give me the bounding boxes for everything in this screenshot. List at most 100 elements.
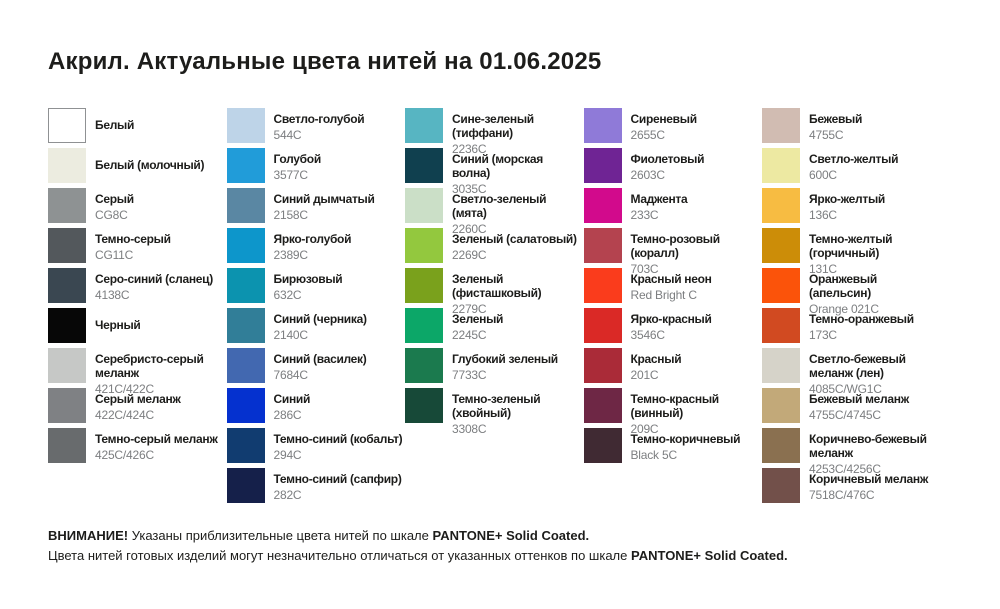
color-swatch <box>583 348 622 383</box>
color-item: Красный 201C <box>583 348 763 388</box>
color-swatch <box>583 388 622 423</box>
pantone-code: 286C <box>273 408 302 422</box>
color-name: Бирюзовый <box>273 272 343 286</box>
color-swatch <box>48 188 86 223</box>
color-item-text: Оранжевый (апельсин) Orange 021C <box>809 268 941 316</box>
color-swatch <box>48 308 86 343</box>
color-item-text: Синий 286C <box>274 388 311 422</box>
color-item: Зеленый 2245C <box>405 308 584 348</box>
pantone-code: 3577C <box>273 168 309 182</box>
color-name: Синий (морская волна) <box>452 152 543 180</box>
color-name: Красный <box>630 352 682 366</box>
color-item-text: Бирюзовый 632C <box>274 268 343 302</box>
color-name: Зеленый <box>452 312 504 326</box>
color-item: Бежевый меланж 4755C/4745C <box>762 388 941 428</box>
pantone-code: 703C <box>630 262 659 276</box>
color-item: Сиреневый 2655C <box>583 108 763 148</box>
color-item: Фиолетовый 2603C <box>583 148 763 188</box>
color-item-text: Красный 201C <box>631 348 682 382</box>
pantone-code: 4755C <box>809 128 844 142</box>
color-item: Ярко-красный 3546C <box>583 308 763 348</box>
color-name: Ярко-голубой <box>273 232 352 246</box>
color-swatch <box>762 388 800 423</box>
color-name: Светло-желтый <box>809 152 899 166</box>
color-item-text: Серо-синий (сланец) 4138C <box>95 268 213 302</box>
pantone-code: 2158C <box>273 208 309 222</box>
color-item: Серый CG8C <box>48 188 227 228</box>
color-swatch <box>226 188 265 223</box>
color-item-text: Темно-желтый (горчичный) 131C <box>809 228 941 276</box>
color-item-text: Синий (морская волна) 3035C <box>452 148 584 196</box>
footer-text-segment: Указаны приблизительные цвета нитей по ш… <box>128 528 433 543</box>
color-item-text: Ярко-желтый 136C <box>809 188 885 222</box>
color-item: Синий 286C <box>226 388 406 428</box>
color-item: Светло-бежевый меланж (лен) 4085C/WG1C <box>762 348 941 396</box>
color-item-text: Зеленый (фисташковый) 2279C <box>452 268 584 316</box>
color-item-text: Светло-желтый 600C <box>809 148 898 182</box>
color-item: Маджента 233C <box>583 188 763 228</box>
pantone-code: 2140C <box>273 328 309 342</box>
color-swatch <box>405 228 443 263</box>
color-swatch <box>405 148 443 183</box>
color-swatch <box>762 348 800 383</box>
color-swatch <box>48 268 86 303</box>
color-item-text: Бежевый меланж 4755C/4745C <box>809 388 909 422</box>
color-swatch <box>583 308 622 343</box>
pantone-code: 2389C <box>273 248 309 262</box>
color-item-text: Сине-зеленый (тиффани) 2236C <box>452 108 584 156</box>
color-name: Сине-зеленый (тиффани) <box>452 112 534 140</box>
color-swatch <box>226 308 265 343</box>
color-item: Серебристо-серый меланж 421C/422C <box>48 348 227 396</box>
color-item: Глубокий зеленый 7733C <box>405 348 584 388</box>
pantone-code: 4085C/WG1C <box>809 382 882 396</box>
color-name: Светло-голубой <box>273 112 365 126</box>
color-item: Светло-желтый 600C <box>762 148 941 188</box>
color-name: Темно-серый меланж <box>95 432 218 446</box>
color-item-text: Светло-зеленый (мята) 2260C <box>452 188 584 236</box>
color-swatch <box>405 308 443 343</box>
pantone-code: Black 5C <box>630 448 678 462</box>
footer-text-segment: PANTONE+ Solid Coated. <box>631 548 788 563</box>
pantone-code: 3546C <box>630 328 666 342</box>
color-swatch <box>583 428 622 463</box>
color-column-purples-reds: Сиреневый 2655C Фиолетовый 2603C Маджента 233… <box>583 108 763 508</box>
pantone-code: 7518C/476C <box>809 488 875 502</box>
color-name: Коричневый меланж <box>809 472 929 486</box>
color-item: Ярко-желтый 136C <box>762 188 941 228</box>
pantone-code: 201C <box>630 368 659 382</box>
color-item: Темно-розовый (коралл) 703C <box>583 228 763 276</box>
color-swatch <box>583 188 622 223</box>
color-name: Темно-оранжевый <box>809 312 914 326</box>
color-swatch <box>583 268 622 303</box>
color-swatch <box>48 388 86 423</box>
pantone-code: 4755C/4745C <box>809 408 881 422</box>
color-name: Бежевый <box>809 112 863 126</box>
page-title: Акрил. Актуальные цвета нитей на 01.06.2… <box>48 48 602 75</box>
color-name: Темно-синий (сапфир) <box>273 472 402 486</box>
color-item-text: Зеленый (салатовый) 2269C <box>452 228 577 262</box>
pantone-code: 544C <box>273 128 302 142</box>
color-item: Синий (морская волна) 3035C <box>405 148 584 196</box>
color-name: Ярко-красный <box>630 312 712 326</box>
color-item: Светло-голубой 544C <box>226 108 406 148</box>
color-name: Оранжевый (апельсин) <box>809 272 877 300</box>
color-name: Сиреневый <box>630 112 698 126</box>
color-name: Черный <box>95 318 141 332</box>
pantone-code: 7733C <box>452 368 487 382</box>
color-name: Белый (молочный) <box>95 158 205 172</box>
color-swatch <box>226 148 265 183</box>
color-name: Синий <box>273 392 311 406</box>
pantone-code: 2655C <box>630 128 666 142</box>
color-swatch <box>226 228 265 263</box>
color-name: Белый <box>95 118 135 132</box>
color-item-text: Черный <box>95 308 141 332</box>
color-item-text: Маджента 233C <box>631 188 688 222</box>
color-item: Голубой 3577C <box>226 148 406 188</box>
color-name: Маджента <box>630 192 688 206</box>
color-swatch <box>762 268 800 303</box>
color-item: Зеленый (салатовый) 2269C <box>405 228 584 268</box>
color-item-text: Глубокий зеленый 7733C <box>452 348 558 382</box>
color-name: Темно-синий (кобальт) <box>273 432 403 446</box>
footer-line: ВНИМАНИЕ! Указаны приблизительные цвета … <box>48 526 788 546</box>
